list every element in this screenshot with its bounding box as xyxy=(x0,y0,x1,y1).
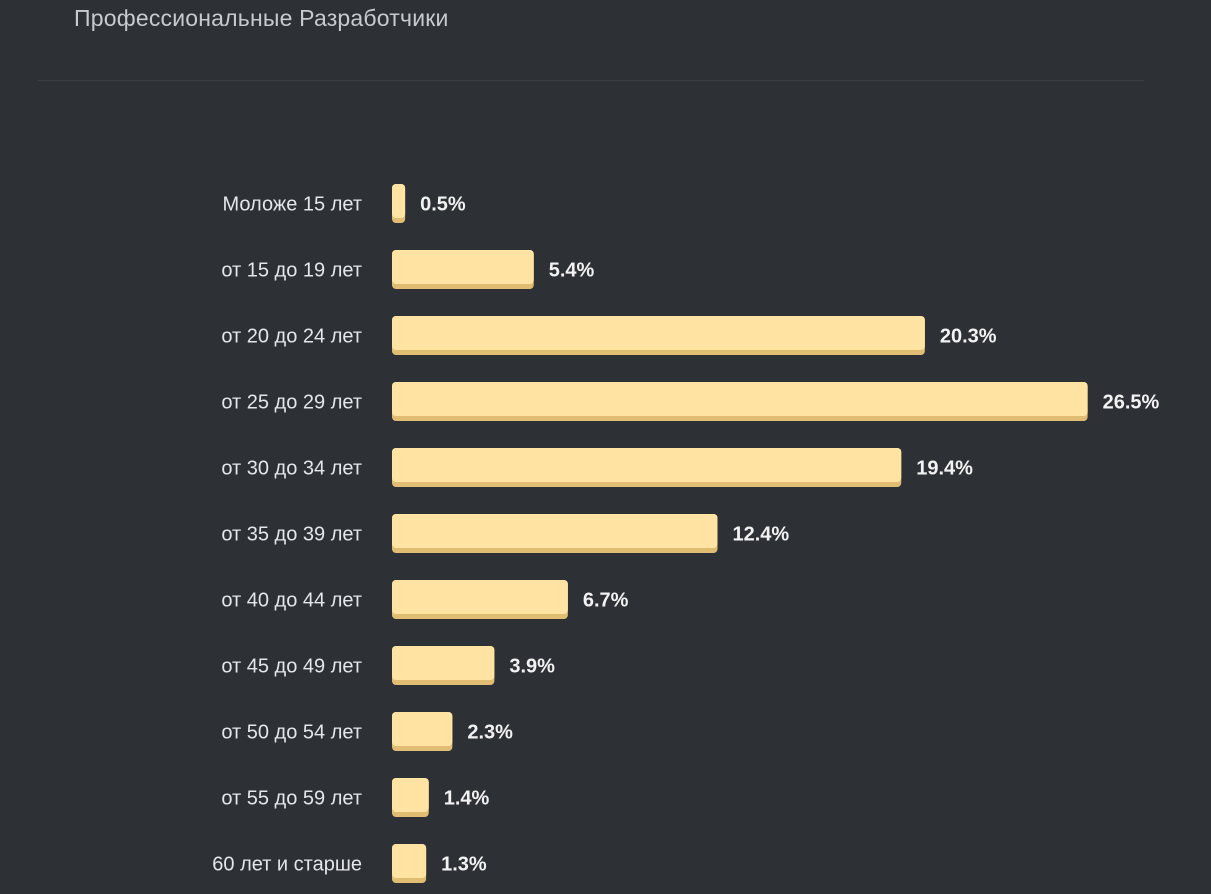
bar xyxy=(392,184,406,223)
bar-face xyxy=(392,448,902,482)
bar xyxy=(392,316,925,355)
value-label: 12.4% xyxy=(733,524,790,546)
bar xyxy=(392,382,1088,421)
value-label: 5.4% xyxy=(549,260,595,282)
bar-face xyxy=(392,712,453,746)
category-label: Моложе 15 лет xyxy=(222,194,362,216)
bar-face xyxy=(392,778,429,812)
bar xyxy=(392,514,718,553)
bar-face xyxy=(392,382,1088,416)
bar-face xyxy=(392,514,718,548)
value-label: 3.9% xyxy=(509,656,555,678)
value-label: 0.5% xyxy=(420,194,466,216)
bar xyxy=(392,250,534,289)
category-label: от 35 до 39 лет xyxy=(221,524,362,546)
bar-face xyxy=(392,844,427,878)
chart-title: Профессиональные Разработчики xyxy=(74,5,449,31)
header-divider xyxy=(38,80,1144,81)
category-label: от 50 до 54 лет xyxy=(221,722,362,744)
value-label: 19.4% xyxy=(916,458,973,480)
category-label: от 30 до 34 лет xyxy=(221,458,362,480)
bar-face xyxy=(392,184,406,218)
category-label: от 20 до 24 лет xyxy=(221,326,362,348)
bar-face xyxy=(392,580,568,614)
bar xyxy=(392,448,902,487)
bar xyxy=(392,712,453,751)
category-label: от 40 до 44 лет xyxy=(221,590,362,612)
bar-face xyxy=(392,250,534,284)
bar-face xyxy=(392,316,925,350)
category-label: 60 лет и старше xyxy=(212,854,362,876)
value-label: 26.5% xyxy=(1103,392,1160,414)
category-label: от 55 до 59 лет xyxy=(221,788,362,810)
bar xyxy=(392,844,427,883)
category-label: от 15 до 19 лет xyxy=(221,260,362,282)
value-label: 1.3% xyxy=(441,854,487,876)
category-label: от 25 до 29 лет xyxy=(221,392,362,414)
value-label: 6.7% xyxy=(583,590,629,612)
bar xyxy=(392,646,495,685)
value-label: 2.3% xyxy=(467,722,513,744)
category-label: от 45 до 49 лет xyxy=(221,656,362,678)
value-label: 1.4% xyxy=(444,788,490,810)
value-label: 20.3% xyxy=(940,326,997,348)
bar xyxy=(392,778,429,817)
bar-face xyxy=(392,646,495,680)
bar xyxy=(392,580,568,619)
